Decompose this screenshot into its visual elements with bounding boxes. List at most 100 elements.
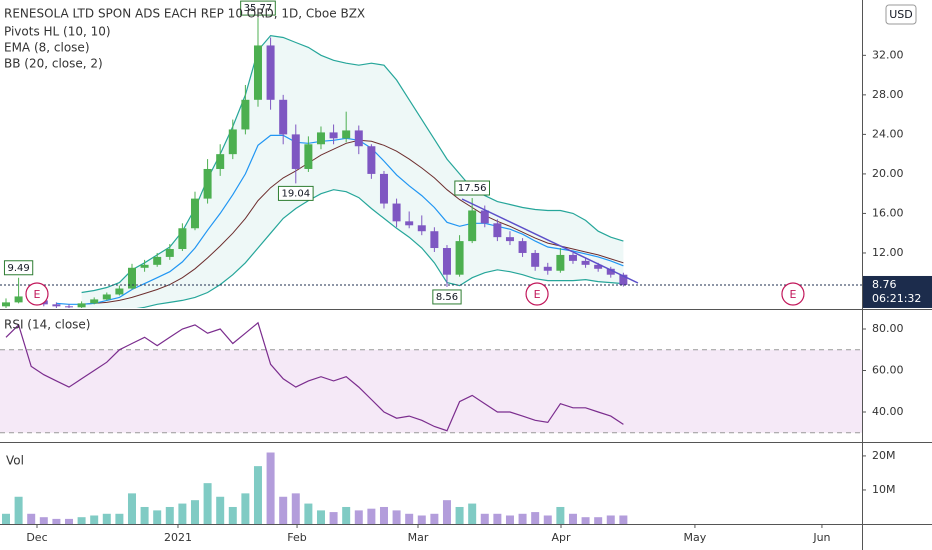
candle-body (178, 228, 187, 250)
y-tick-label: 24.00 (872, 127, 904, 140)
volume-bar (39, 517, 48, 524)
ema-line (56, 134, 624, 305)
y-tick-label: 40.00 (872, 405, 904, 418)
volume-bar (505, 515, 514, 524)
earnings-marker[interactable] (781, 282, 805, 306)
earnings-label[interactable]: E (534, 288, 541, 301)
candle-body (253, 45, 262, 100)
volume-bar (190, 500, 199, 524)
volume-bar (115, 513, 124, 524)
indicator-legend: EMA (8, close) (4, 41, 90, 55)
earnings-marker[interactable] (25, 282, 49, 306)
earnings-label[interactable]: E (789, 288, 796, 301)
y-tick-label: 10M (872, 483, 896, 496)
bb-lower (136, 189, 624, 308)
candle-body (442, 248, 451, 275)
volume-bar (241, 493, 250, 524)
volume-bar (367, 508, 376, 524)
rsi-line (5, 321, 624, 432)
volume-bar (90, 515, 99, 524)
last-price-badge (863, 275, 932, 308)
candle-body (417, 225, 426, 232)
volume-bar (178, 503, 187, 524)
volume-bar (266, 452, 275, 524)
y-tick-label: 60.00 (872, 364, 904, 377)
y-tick-label: 20.00 (872, 167, 904, 180)
pivot-label: 19.04 (281, 188, 310, 199)
pivot-box (432, 289, 462, 305)
candle-body (216, 154, 225, 169)
volume-bar (316, 510, 325, 524)
volume-bar (153, 510, 162, 524)
candle-body (556, 254, 565, 271)
y-tick-label: 28.00 (872, 88, 904, 101)
last-price-label: 8.76 (872, 278, 897, 291)
volume-bar (606, 515, 615, 524)
candle-body (291, 134, 300, 169)
candle-body (455, 241, 464, 275)
volume-bar (1, 513, 10, 524)
volume-bar (442, 500, 451, 524)
volume-bar (455, 506, 464, 524)
currency-badge[interactable] (885, 4, 917, 25)
pivot-label: 35.77 (244, 3, 273, 14)
volume-bar (417, 515, 426, 524)
pivot-box (3, 260, 34, 276)
candle-body (430, 231, 439, 249)
candle-body (543, 266, 552, 271)
price-pane: 9.49 35.77 17.56 19.04 8.56 E E E (0, 0, 862, 308)
volume-bar (216, 496, 225, 524)
volume-bar (480, 513, 489, 524)
x-tick-label: Dec (26, 531, 47, 544)
earnings-marker[interactable] (525, 282, 549, 306)
volume-bar (203, 483, 212, 524)
candle-body (77, 303, 86, 308)
candle-body (354, 130, 363, 147)
volume-bar (392, 510, 401, 524)
x-tick-label: 2021 (164, 531, 192, 544)
candle-body (127, 267, 136, 289)
currency-label[interactable]: USD (889, 8, 913, 21)
candle-body (367, 146, 376, 174)
x-tick-label: Apr (551, 531, 571, 544)
candle-body (190, 198, 199, 229)
volume-bar (354, 510, 363, 524)
candle-body (379, 173, 388, 204)
volume-bar (304, 503, 313, 524)
volume-bar (531, 512, 540, 524)
volume-bar (228, 506, 237, 524)
candle-body (115, 288, 124, 295)
candle-body (329, 132, 338, 139)
candle-body (90, 299, 99, 304)
candle-body (304, 144, 313, 169)
bb-basis (81, 139, 624, 305)
bb-upper (81, 34, 624, 294)
indicator-legend: RSI (14, close) (4, 318, 90, 332)
candle-body (518, 241, 527, 253)
indicator-legend: Vol (6, 454, 24, 468)
volume-bar (52, 518, 61, 524)
pivot-box (240, 0, 276, 16)
x-tick-label: May (684, 531, 707, 544)
candle-body (228, 129, 237, 155)
candle-body (140, 264, 149, 268)
rsi-band-fill (0, 349, 862, 433)
volume-bar (279, 496, 288, 524)
candle-body (316, 132, 325, 145)
volume-bar (102, 513, 111, 524)
pivot-label: 17.56 (458, 183, 487, 194)
volume-bar (594, 517, 603, 524)
bb-fill (81, 35, 624, 308)
volume-bar (468, 503, 477, 524)
volume-bar (430, 513, 439, 524)
y-tick-label: 20M (872, 449, 896, 462)
pivot-box (277, 185, 314, 201)
candle-body (14, 296, 23, 303)
earnings-label[interactable]: E (34, 288, 41, 301)
candle-body (392, 203, 401, 222)
trend-line (461, 198, 639, 284)
volume-bar (543, 515, 552, 524)
volume-bar (342, 506, 351, 524)
